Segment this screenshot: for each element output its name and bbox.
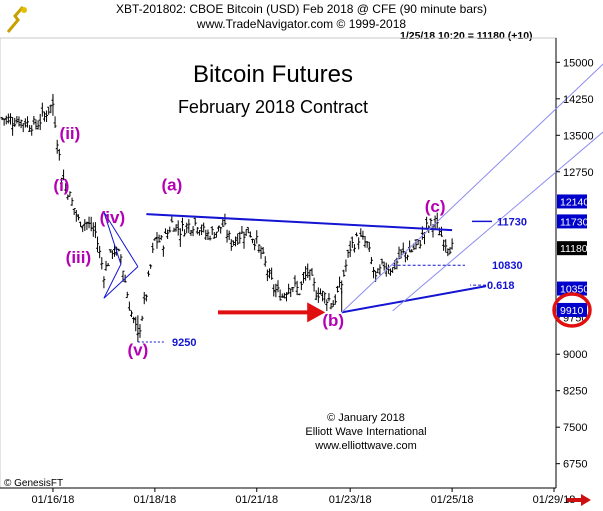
- chart-title: Bitcoin Futures: [193, 61, 353, 88]
- copyright-annotation: www.elliottwave.com: [314, 440, 416, 452]
- price-tag-label: 11730: [560, 216, 589, 228]
- trendline: [146, 213, 453, 232]
- wave-label: (i): [53, 176, 69, 195]
- y-tick-label: 14250: [563, 94, 594, 106]
- y-tick-label: 15000: [563, 57, 594, 69]
- y-tick-label: 6750: [563, 459, 587, 471]
- fav-icon: [4, 2, 30, 36]
- copyright-annotation: © January 2018: [327, 412, 405, 424]
- price-tag-label: 10350: [560, 284, 589, 296]
- y-tick-label: 9000: [563, 349, 587, 361]
- price-tag: [557, 302, 587, 317]
- price-level-label: 10830: [492, 260, 523, 272]
- wave-label: (v): [127, 341, 148, 360]
- y-tick-label: 8250: [563, 386, 587, 398]
- price-tag: [557, 214, 587, 229]
- trendline: [341, 63, 603, 313]
- x-tick-label: 01/29/18: [533, 494, 576, 506]
- wave-label: (ii): [60, 124, 81, 143]
- price-level-label: 9250: [172, 337, 196, 349]
- wave-label: (iii): [66, 248, 92, 267]
- price-readout: 1/25/18 10:20 = 11180 (+10): [400, 30, 533, 42]
- y-tick-label: 12750: [563, 167, 594, 179]
- price-tag: [557, 194, 587, 209]
- price-level-label: 11730: [497, 216, 527, 228]
- data-source-label: © GenesisFT: [4, 478, 63, 489]
- trendline: [341, 285, 487, 314]
- wave-label: (a): [161, 175, 182, 194]
- price-tag: [557, 281, 587, 296]
- trendline: [103, 266, 139, 299]
- price-tag: [557, 241, 587, 256]
- y-tick-label: 7500: [563, 422, 587, 434]
- copyright-annotation: Elliott Wave International: [305, 426, 426, 438]
- price-level-label: 0.618: [487, 280, 515, 292]
- scroll-right-arrow-icon[interactable]: [565, 492, 593, 508]
- price-tag-label: 9910: [560, 305, 584, 317]
- price-tag-label: 12140: [560, 196, 589, 208]
- y-tick-label: 13500: [563, 130, 594, 142]
- wave-label: (iv): [100, 208, 126, 227]
- x-tick-label: 01/18/18: [133, 494, 176, 506]
- x-tick-label: 01/25/18: [431, 494, 474, 506]
- chart-subtitle: February 2018 Contract: [178, 97, 368, 117]
- trendline: [103, 211, 139, 267]
- wedge-line: [103, 212, 122, 299]
- x-tick-label: 01/21/18: [235, 494, 278, 506]
- red-arrow-icon: [307, 302, 326, 323]
- price-tag-label: 11180: [560, 243, 588, 255]
- chart-header-symbol: XBT-201802: CBOE Bitcoin (USD) Feb 2018 …: [116, 2, 487, 16]
- wave-label: (b): [322, 311, 344, 330]
- x-tick-label: 01/16/18: [32, 494, 75, 506]
- chart-header-site: www.TradeNavigator.com © 1999-2018: [196, 17, 407, 31]
- trendline: [392, 131, 603, 312]
- wave-label: (c): [425, 197, 446, 216]
- x-tick-label: 01/23/18: [329, 494, 372, 506]
- highlight-circle: [552, 292, 592, 328]
